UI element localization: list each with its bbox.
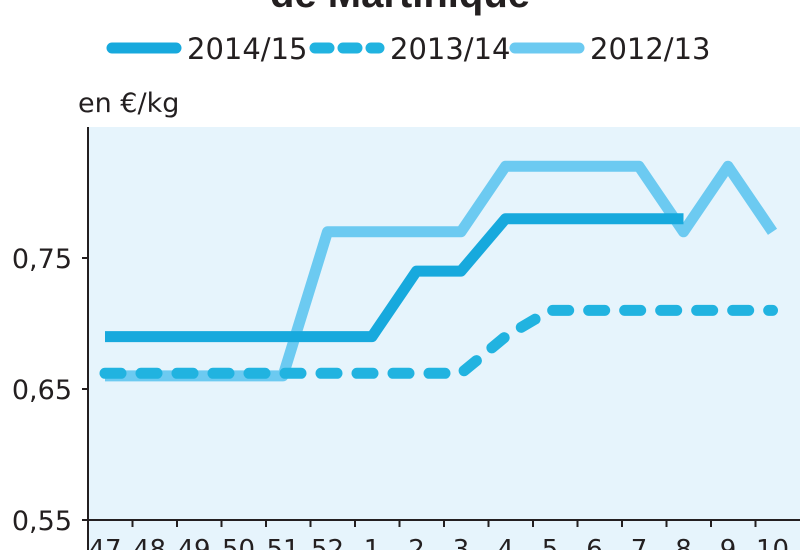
x-tick-label: 8 bbox=[675, 535, 692, 550]
legend-label-2014-15: 2014/15 bbox=[187, 32, 307, 66]
series-line-2014-15 bbox=[105, 213, 684, 343]
y-tick-label: 0,55 bbox=[12, 506, 72, 537]
x-axis: 47 48 49 50 51 52 1 2 3 4 5 6 7 8 9 10 bbox=[88, 519, 800, 550]
x-tick-label: 4 bbox=[497, 535, 514, 550]
y-axis: 0,55 0,65 0,75 bbox=[12, 127, 89, 550]
legend-label-2012-13: 2012/13 bbox=[590, 32, 710, 66]
y-tick-label: 0,75 bbox=[12, 244, 72, 275]
x-tick-label: 52 bbox=[311, 535, 344, 550]
x-tick-label: 5 bbox=[542, 535, 559, 550]
chart-title: de Martinique bbox=[0, 0, 800, 17]
x-tick-label: 9 bbox=[720, 535, 737, 550]
legend: 2014/15 2013/14 2012/13 bbox=[106, 32, 710, 66]
x-tick-label: 7 bbox=[631, 535, 648, 550]
x-tick-label: 50 bbox=[222, 535, 255, 550]
x-tick-label: 3 bbox=[453, 535, 470, 550]
x-tick-label: 10 bbox=[756, 535, 789, 550]
y-tick-label: 0,65 bbox=[12, 375, 72, 406]
x-tick-label: 6 bbox=[586, 535, 603, 550]
x-tick-label: 47 bbox=[88, 535, 121, 550]
x-tick-label: 2 bbox=[408, 535, 425, 550]
x-tick-label: 49 bbox=[177, 535, 210, 550]
x-tick-label: 51 bbox=[266, 535, 299, 550]
series-line-2013-14 bbox=[99, 304, 778, 379]
series-layer bbox=[99, 160, 778, 382]
legend-label-2013-14: 2013/14 bbox=[390, 32, 510, 66]
y-axis-label: en €/kg bbox=[78, 88, 179, 119]
x-tick-label: 48 bbox=[133, 535, 166, 550]
x-tick-label: 1 bbox=[364, 535, 381, 550]
